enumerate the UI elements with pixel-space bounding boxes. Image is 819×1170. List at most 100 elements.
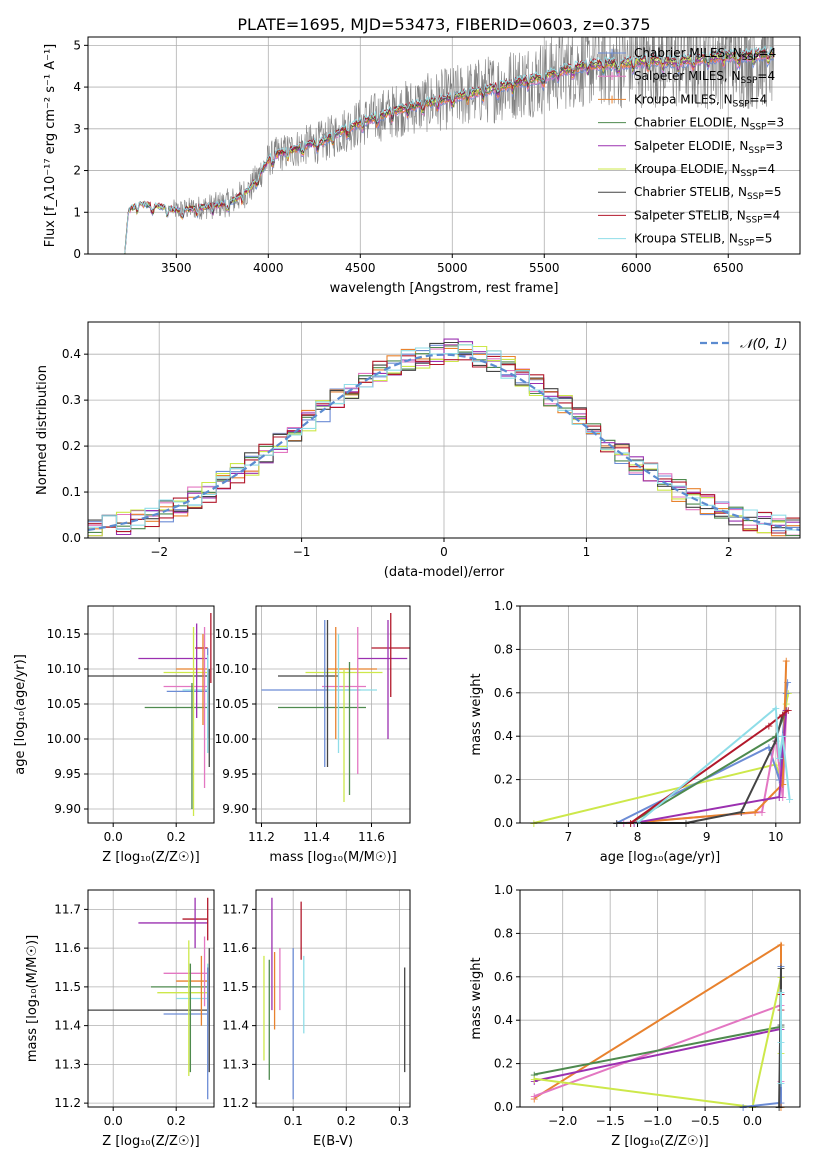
age-vs-mass-frame: 11.2 11.4 11.6 9.90 9.95 10.00 10.05 10.10 10.15…: [215, 605, 411, 865]
y-tick-label: 10.00: [47, 732, 81, 746]
axes-frame: [519, 605, 801, 824]
legend-marker: +: [607, 92, 617, 106]
x-tick-label: 9: [703, 830, 711, 844]
legend-subscript: SSP: [750, 123, 767, 133]
data-point-marker: +: [776, 986, 785, 999]
y-tick-label: 11.4: [222, 1019, 249, 1033]
y-tick-label: 0.0: [494, 816, 513, 830]
data-point-marker: +: [778, 778, 787, 791]
axes-frame: [87, 36, 801, 255]
data-point-marker: +: [776, 1036, 785, 1049]
y-tick-label: 2: [73, 164, 81, 178]
axes-frame: [255, 605, 411, 824]
data-point-marker: +: [776, 960, 785, 973]
legend-subscript: SSP: [746, 215, 763, 225]
data-point-marker: +: [612, 817, 621, 830]
axes-frame: [519, 889, 801, 1108]
y-tick-label: 11.7: [222, 902, 249, 916]
x-axis-label: age [log₁₀(age/yr)]: [600, 850, 721, 865]
legend-suffix: =4: [759, 46, 777, 60]
y-axis-label: mass weight: [469, 673, 484, 755]
y-tick-label: 0.4: [62, 347, 81, 361]
data-point-marker: +: [785, 793, 794, 806]
data-point-marker: +: [771, 735, 780, 748]
histogram-step-salpeter-stelib: [88, 355, 800, 534]
legend-suffix: =4: [757, 162, 775, 176]
y-tick-label: 10.05: [47, 697, 81, 711]
spectrum-legend: + Chabrier MILES, NSSP=4 + Salpeter MILES, …: [598, 46, 784, 249]
mass-vs-z-frame: 0.0 0.2 11.2 11.3 11.4 11.5 11.6 11.7 Z [log₁₀(Z…: [25, 889, 215, 1149]
age-vs-mass-plot-area: [261, 613, 410, 802]
y-tick-label: 10.05: [215, 697, 249, 711]
legend-subscript: SSP: [733, 99, 750, 109]
data-point-marker: +: [530, 1068, 539, 1081]
y-tick-label: 10.15: [215, 627, 249, 641]
legend-suffix: =4: [757, 69, 775, 83]
mass-vs-z-plot-area: [88, 897, 210, 1100]
x-tick-label: 2: [725, 545, 733, 559]
legend-suffix: =5: [764, 185, 782, 199]
mass-vs-ebv-plot-area: [263, 897, 406, 1100]
y-tick-label: 11.7: [54, 902, 81, 916]
axes-frame: [255, 889, 411, 1108]
x-tick-label: 6500: [713, 261, 744, 275]
data-point-marker: +: [737, 806, 746, 819]
data-point-marker: +: [784, 687, 793, 700]
histogram-step-chabrier-stelib: [88, 341, 800, 529]
x-tick-label: 0.0: [104, 830, 123, 844]
y-tick-label: 10.15: [47, 627, 81, 641]
x-axis-label: Z [log₁₀(Z/Z☉)]: [102, 850, 199, 865]
series-line-chabrier-miles: [616, 681, 789, 824]
x-tick-label: −1.0: [643, 1114, 672, 1128]
y-tick-label: 11.3: [222, 1057, 249, 1071]
data-point-marker: +: [530, 1073, 539, 1086]
y-axis-label: mass weight: [469, 957, 484, 1039]
y-tick-label: 11.5: [54, 980, 81, 994]
weight-vs-age-plot-area: ++++++++++++++++++++++++++ +++++++++++++: [529, 654, 794, 830]
y-tick-label: 0.8: [494, 926, 513, 940]
y-tick-label: 11.2: [54, 1096, 81, 1110]
x-axis-label: (data-model)/error: [384, 565, 505, 580]
legend-marker: +: [607, 46, 617, 60]
data-point-marker: +: [775, 1101, 784, 1114]
spectrum-frame: 3500 4000 4500 5000 5500 6000 6500 0 1 2 3 4 5 wavele…: [43, 36, 801, 296]
mass-vs-ebv-frame: 0.1 0.2 0.3 11.2 11.3 11.4 11.5 11.6 11.7 E(B-V): [222, 889, 411, 1149]
age-vs-z-frame: 0.0 0.2 9.90 9.95 10.00 10.05 10.10 10.15 Z [log…: [13, 605, 215, 865]
axes-frame: [87, 889, 215, 1108]
y-tick-label: 10.10: [215, 662, 249, 676]
age-vs-mass-axes: [256, 606, 410, 823]
data-point-marker: +: [783, 676, 792, 689]
data-point-marker: +: [681, 817, 690, 830]
data-point-marker: +: [738, 1101, 747, 1114]
residual-histogram-frame: −2 −1 0 1 2 0.0 0.1 0.2 0.3 0.4 (data-model)/error…: [35, 321, 801, 580]
spectrum-plot-area: [124, 37, 775, 254]
data-point-marker: +: [778, 730, 787, 743]
y-tick-label: 0.0: [62, 531, 81, 545]
data-point-marker: +: [775, 752, 784, 765]
data-point-marker: +: [757, 806, 766, 819]
x-axis-label: wavelength [Angstrom, rest frame]: [330, 281, 559, 296]
data-point-marker: +: [764, 741, 773, 754]
x-tick-label: 4000: [253, 261, 284, 275]
data-point-marker: +: [776, 1101, 785, 1114]
histogram-step-kroupa-stelib: [88, 344, 800, 531]
mass-vs-ebv-axes: [256, 890, 410, 1107]
weight-vs-age-frame: 7 8 9 10 0.0 0.2 0.4 0.6 0.8 1.0 age [log₁₀(age/yr…: [469, 599, 801, 865]
legend-marker: +: [607, 69, 617, 83]
y-tick-label: 0.2: [494, 1057, 513, 1071]
data-point-marker: +: [529, 817, 538, 830]
x-tick-label: −1.5: [596, 1114, 625, 1128]
series-line-chabrier-elodie: [630, 709, 788, 824]
x-tick-label: 5500: [529, 261, 560, 275]
y-tick-label: 10.10: [47, 662, 81, 676]
y-tick-label: 11.2: [222, 1096, 249, 1110]
legend-subscript: SSP: [748, 146, 765, 156]
legend-suffix: =4: [750, 92, 768, 106]
y-tick-label: 11.6: [222, 941, 249, 955]
data-point-marker: +: [775, 791, 784, 804]
y-tick-label: 5: [73, 38, 81, 52]
y-tick-label: 0.8: [494, 642, 513, 656]
legend-label: Salpeter ELODIE, NSSP=3: [634, 139, 783, 156]
gaussian-curve: [88, 353, 800, 531]
